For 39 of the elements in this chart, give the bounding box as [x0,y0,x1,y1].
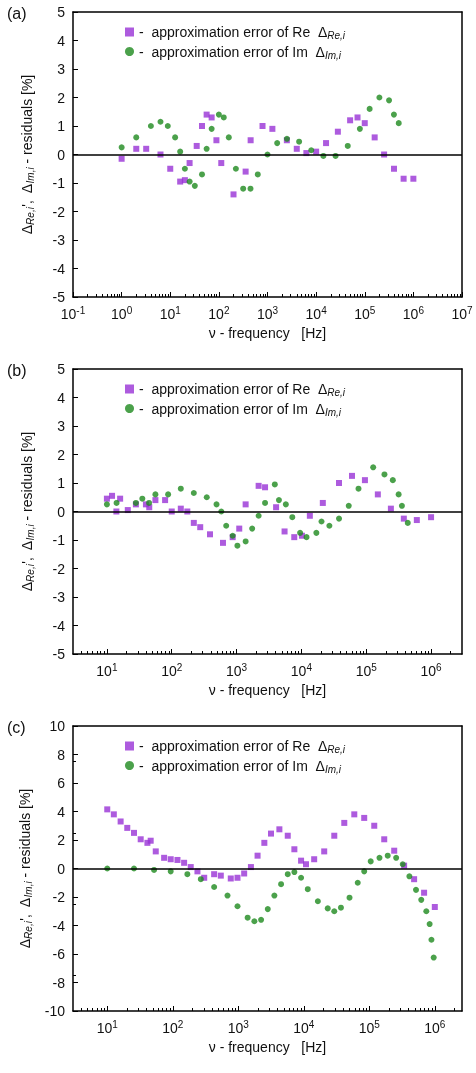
y-tick-label: -8 [52,974,66,991]
x-axis-title: ν - frequency [Hz] [208,1038,327,1055]
y-tick-label: 5 [57,4,66,20]
y-tick-label: -4 [52,917,66,934]
y-tick-label: 3 [57,61,66,77]
y-tick-label: 0 [57,503,66,520]
x-axis-title: ν - frequency [Hz] [208,681,327,698]
y-tick-label: 3 [57,418,66,434]
chart-title: (a) [7,4,27,22]
y-tick-label: -3 [52,232,66,248]
y-tick-label: 10 [49,718,66,734]
y-tick-label: 2 [57,832,66,848]
y-tick-label: 0 [57,860,66,877]
y-tick-label: -1 [52,175,66,191]
y-tick-label: -2 [52,560,66,577]
y-tick-label: -2 [52,203,66,220]
y-tick-label: 4 [57,32,66,49]
y-tick-label: -3 [52,589,66,605]
y-tick-label: 2 [57,446,66,463]
chart-title: (c) [7,718,26,736]
y-tick-label: 4 [57,389,66,406]
y-tick-label: 5 [57,361,66,377]
y-tick-label: -4 [52,617,66,634]
y-tick-label: -5 [52,646,66,662]
y-tick-label: 4 [57,803,66,820]
chart-title: (b) [7,361,27,379]
y-tick-label: -2 [52,889,66,905]
y-tick-label: 8 [57,746,66,763]
y-tick-label: -6 [52,946,66,962]
y-tick-label: -4 [52,260,66,277]
y-tick-label: 6 [57,775,66,791]
y-tick-label: 1 [57,118,66,134]
y-tick-label: -5 [52,289,66,305]
y-tick-label: 0 [57,146,66,163]
y-tick-label: -1 [52,532,66,548]
x-axis-title: ν - frequency [Hz] [208,324,327,341]
y-tick-label: -10 [44,1003,66,1019]
y-tick-label: 2 [57,89,66,106]
y-tick-label: 1 [57,475,66,491]
